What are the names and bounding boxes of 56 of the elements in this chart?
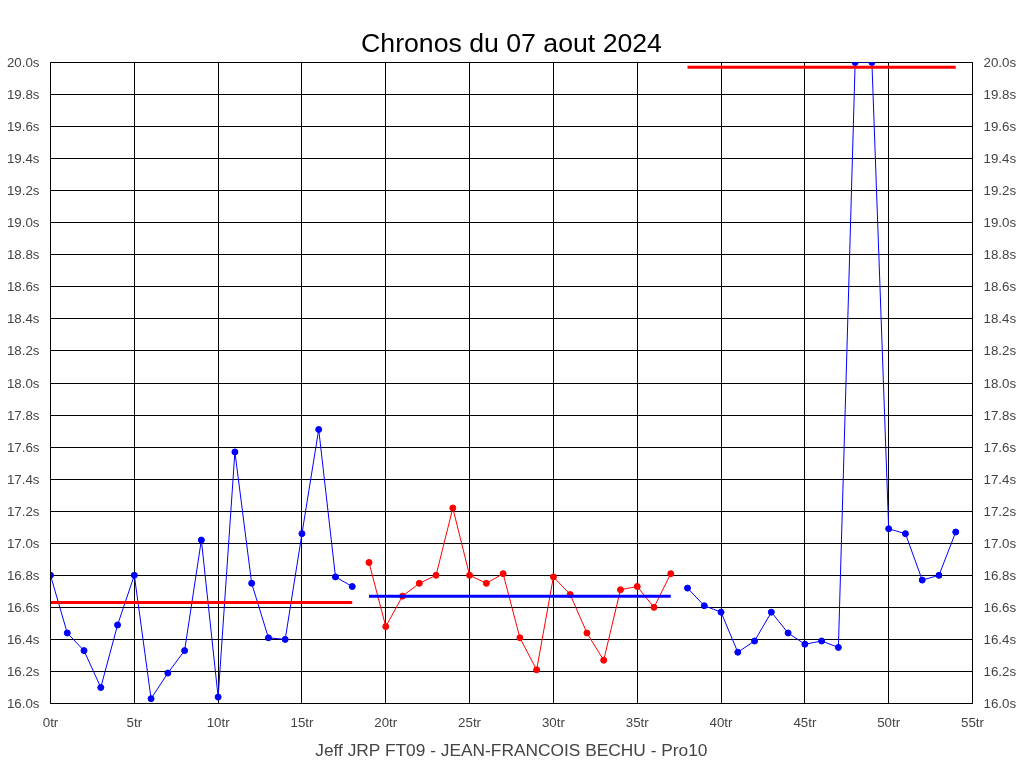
- x-tick-label: 25tr: [458, 714, 482, 730]
- x-tick-label: 20tr: [374, 714, 398, 730]
- text: Jeff JRP FT09 - JEAN-FRANCOIS BECHU - Pro10: [315, 739, 708, 760]
- y2-tick-label: 17.0s: [983, 535, 1017, 551]
- x-tick-label: 5tr: [126, 714, 143, 730]
- y2-tick-label: 19.8s: [983, 87, 1017, 103]
- y2-tick-label: 19.4s: [983, 151, 1017, 167]
- y-tick-label: 16.8s: [6, 567, 40, 583]
- y2-tick-label: 19.6s: [983, 119, 1017, 135]
- y2-tick-label: 17.6s: [983, 439, 1017, 455]
- y2-tick-label: 17.8s: [983, 407, 1017, 423]
- y-tick-label: 18.6s: [6, 279, 40, 295]
- y2-tick-label: 19.2s: [983, 183, 1017, 199]
- x-tick-label: 55tr: [961, 714, 985, 730]
- y-tick-label: 18.4s: [6, 311, 40, 327]
- y2-tick-label: 16.0s: [983, 696, 1017, 711]
- y-tick-label: 16.6s: [6, 599, 40, 615]
- y-tick-label: 18.2s: [6, 343, 40, 359]
- y-tick-label: 17.0s: [6, 535, 40, 551]
- y2-tick-label: 19.0s: [983, 215, 1017, 231]
- y-tick-label: 17.6s: [6, 439, 40, 455]
- y2-tick-label: 16.8s: [983, 567, 1017, 583]
- y-tick-label: 18.0s: [6, 375, 40, 391]
- y2-tick-label: 17.2s: [983, 503, 1017, 519]
- x-tick-label: 10tr: [206, 714, 231, 730]
- y-tick-label: 19.8s: [6, 87, 40, 103]
- y-tick-label: 16.4s: [6, 631, 40, 647]
- y2-tick-label: 18.2s: [983, 343, 1017, 359]
- y-tick-label: 19.6s: [6, 119, 40, 135]
- x-tick-label: 40tr: [709, 714, 734, 730]
- y-tick-label: 19.2s: [6, 183, 40, 199]
- y-tick-label: 17.4s: [6, 471, 40, 487]
- y-tick-label: 19.0s: [6, 215, 40, 231]
- y2-tick-label: 20.0s: [983, 55, 1017, 70]
- x-tick-label: 30tr: [541, 714, 566, 730]
- y2-tick-label: 18.4s: [983, 311, 1017, 327]
- y2-tick-label: 16.6s: [983, 599, 1017, 615]
- x-tick-label: 50tr: [877, 714, 901, 730]
- y-tick-label: 17.2s: [6, 503, 40, 519]
- y-tick-label: 16.0s: [6, 696, 40, 711]
- y2-tick-label: 18.0s: [983, 375, 1017, 391]
- y-tick-label: 18.8s: [6, 247, 40, 263]
- x-tick-label: 15tr: [290, 714, 314, 730]
- y2-tick-label: 17.4s: [983, 471, 1017, 487]
- y2-tick-label: 16.2s: [983, 663, 1017, 679]
- y2-tick-label: 16.4s: [983, 631, 1017, 647]
- y-tick-label: 20.0s: [6, 55, 40, 70]
- y-tick-label: 17.8s: [6, 407, 40, 423]
- y2-tick-label: 18.6s: [983, 279, 1017, 295]
- x-tick-label: 45tr: [793, 714, 817, 730]
- y-tick-label: 16.2s: [6, 663, 40, 679]
- x-tick-label: 0tr: [42, 714, 59, 730]
- x-tick-label: 35tr: [625, 714, 650, 730]
- y2-tick-label: 18.8s: [983, 247, 1017, 263]
- chart-title: Chronos du 07 aout 2024: [361, 27, 663, 58]
- y-tick-label: 19.4s: [6, 151, 40, 167]
